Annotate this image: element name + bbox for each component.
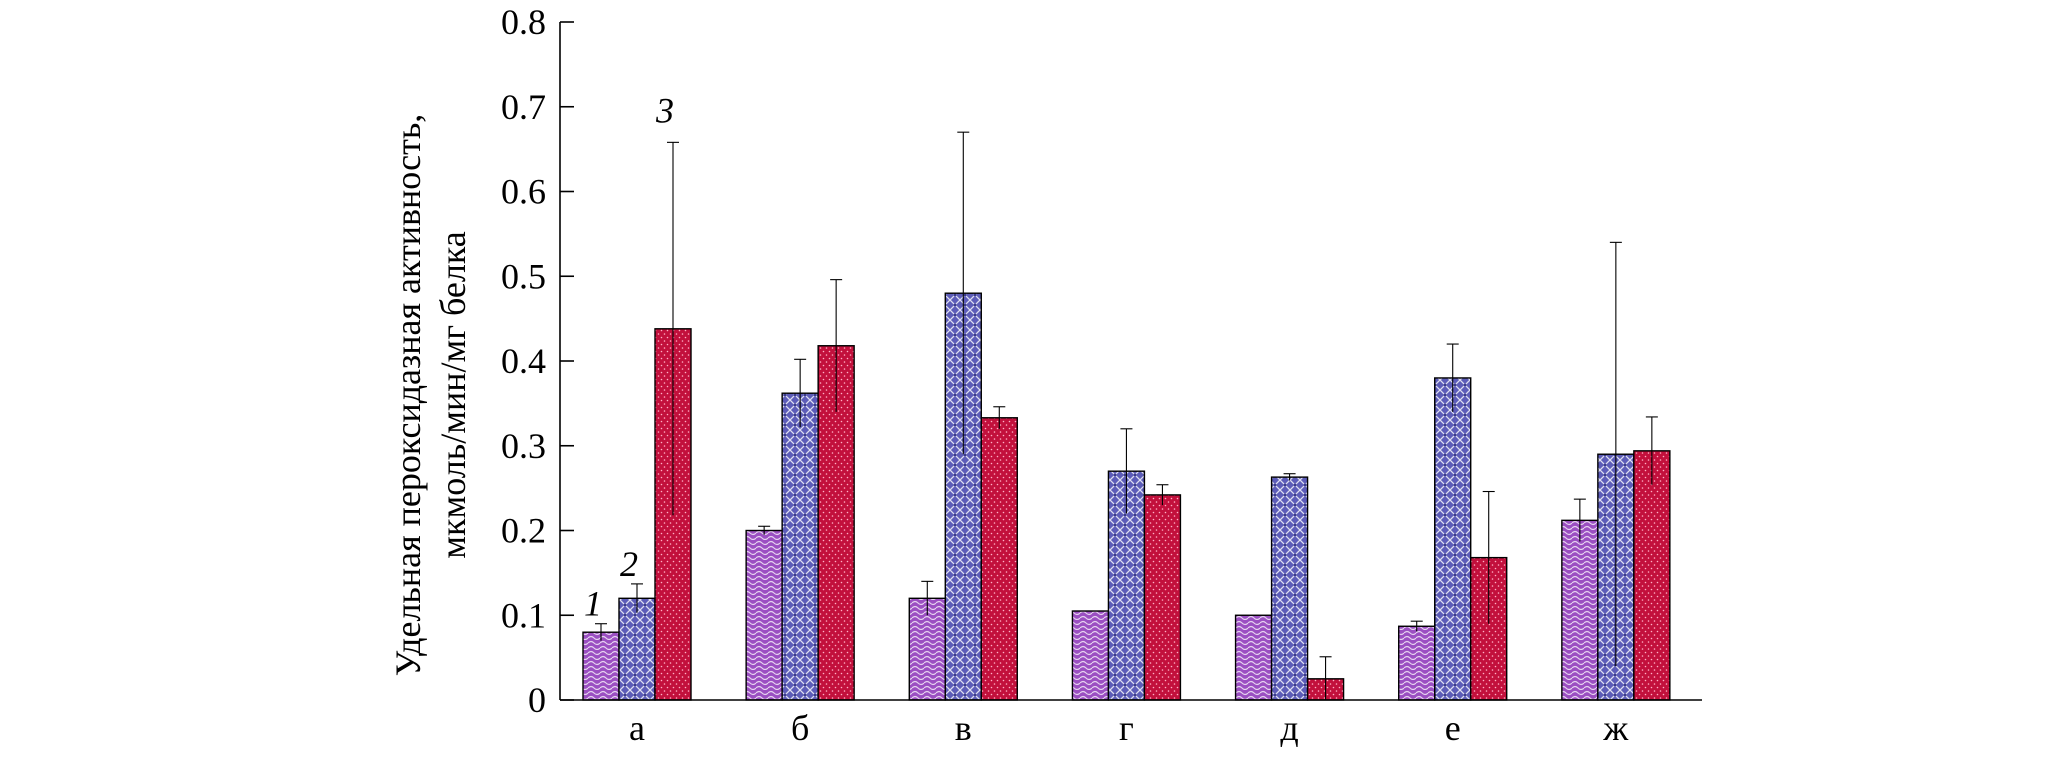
y-tick-label: 0.4 bbox=[501, 341, 546, 381]
y-tick-label: 0.2 bbox=[501, 511, 546, 551]
y-axis-title-line1: Удельная пероксидазная активность, bbox=[388, 114, 428, 677]
x-category-label: г bbox=[1119, 708, 1134, 748]
x-category-label: б bbox=[791, 708, 809, 748]
y-axis-title-line2: мкмоль/мин/мг белка bbox=[433, 231, 473, 559]
y-tick-label: 0.1 bbox=[501, 595, 546, 635]
bar-а-series-1 bbox=[582, 631, 620, 701]
y-tick-label: 0.7 bbox=[501, 87, 546, 127]
bar-е-series-1 bbox=[1398, 625, 1436, 701]
bar-ж-series-3 bbox=[1633, 450, 1671, 701]
bar-г-series-1 bbox=[1071, 610, 1110, 701]
y-tick-label: 0 bbox=[528, 680, 546, 720]
x-category-label: в bbox=[955, 708, 972, 748]
bar-а-series-2 bbox=[618, 597, 656, 701]
y-tick-label: 0.3 bbox=[501, 426, 546, 466]
x-category-label: е bbox=[1445, 708, 1461, 748]
y-tick-label: 0.6 bbox=[501, 172, 546, 212]
bar-series bbox=[582, 131, 1671, 701]
x-category-label: ж bbox=[1602, 708, 1629, 748]
bar-е-series-2 bbox=[1434, 377, 1472, 701]
bar-ж-series-1 bbox=[1561, 519, 1599, 701]
x-axis-category-labels: а б в г д е ж bbox=[629, 708, 1629, 748]
series-labels: 12 3 bbox=[584, 90, 674, 623]
bar-б-series-2 bbox=[781, 392, 819, 701]
bar-г-series-3 bbox=[1143, 494, 1182, 701]
bar-в-series-3 bbox=[980, 417, 1018, 701]
series-label-3: 3 bbox=[655, 90, 674, 130]
y-tick-label: 0.8 bbox=[501, 2, 546, 42]
y-axis-title: Удельная пероксидазная активность, мкмол… bbox=[388, 114, 473, 677]
bar-д-series-1 bbox=[1234, 614, 1273, 701]
x-category-label: д bbox=[1280, 708, 1298, 748]
y-axis-ticks: 0 0.1 0.2 0.3 0.4 0.5 0.6 0.7 0.8 bbox=[501, 2, 574, 720]
x-category-label: а bbox=[629, 708, 645, 748]
series-label-2: 2 bbox=[620, 544, 638, 584]
bar-д-series-2 bbox=[1270, 476, 1309, 701]
series-label-1: 1 bbox=[584, 584, 602, 624]
y-tick-label: 0.5 bbox=[501, 256, 546, 296]
bar-б-series-1 bbox=[745, 529, 783, 701]
